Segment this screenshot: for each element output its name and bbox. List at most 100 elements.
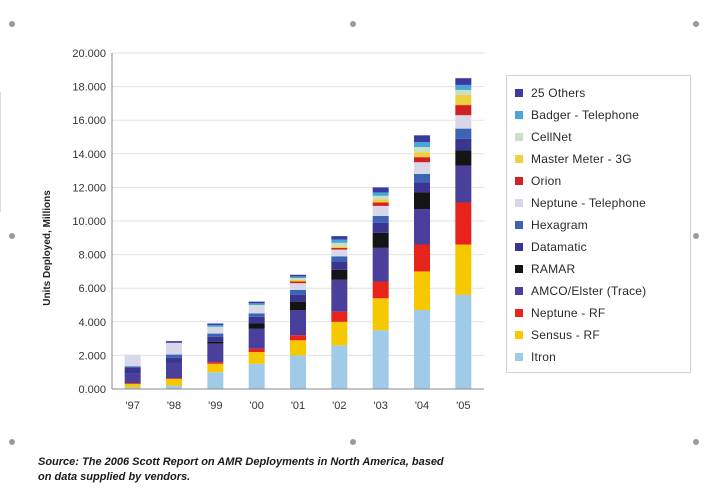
bar-segment-datamatic [455, 138, 472, 151]
bar-segment-25-others [207, 323, 224, 326]
bar-segment-neptune-telephone [455, 115, 472, 129]
legend-item: CellNet [515, 126, 690, 148]
bar-segment-neptune-rf [372, 281, 389, 299]
selection-handle-middle-right[interactable] [693, 233, 699, 239]
bar-segment-sensus-rf [372, 298, 389, 331]
selection-handle-bottom-middle[interactable] [350, 439, 356, 445]
bar-segment-badger-telephone [331, 239, 348, 243]
bar-segment-itron [207, 372, 224, 389]
legend-swatch [515, 133, 523, 141]
bar-segment-neptune-rf [331, 311, 348, 322]
bar-segment-neptune-rf [414, 244, 430, 272]
selection-handle-top-left[interactable] [9, 21, 15, 27]
bar-segment-orion [331, 247, 348, 250]
bar-segment-badger-telephone [248, 303, 265, 305]
bar-segment-cellnet [455, 89, 472, 95]
legend-item: RAMAR [515, 258, 690, 280]
bar-segment-itron [290, 355, 306, 389]
bar-segment-hexagram [331, 256, 348, 262]
bar-segment-neptune-telephone [248, 306, 265, 314]
legend-swatch [515, 353, 523, 361]
bar-segment-orion [455, 105, 472, 116]
bar-segment-datamatic [166, 357, 182, 363]
bar-segment-25-others [331, 236, 348, 240]
y-axis-label: Units Deployed, Millions [42, 190, 53, 306]
bar-segment-hexagram [290, 289, 306, 295]
bar-segment-amco-elster-trace [290, 310, 306, 336]
bar-segment-sensus-rf [248, 352, 265, 364]
bar-segment-cellnet [207, 326, 224, 329]
bar-segment-badger-telephone [414, 142, 430, 148]
legend-item: Orion [515, 170, 690, 192]
bar-segment-ramar [455, 150, 472, 166]
bar-segment-datamatic [207, 336, 224, 342]
bar-segment-ramar [372, 232, 389, 248]
y-tick-label: 2.000 [78, 350, 106, 362]
bar-segment-neptune-rf [166, 378, 182, 379]
bar-segment-sensus-rf [124, 383, 141, 388]
bar-segment-sensus-rf [290, 340, 306, 356]
legend-label: Itron [531, 350, 557, 364]
bar-segment-amco-elster-trace [331, 279, 348, 312]
legend-label: Neptune - RF [531, 306, 606, 320]
bar-segment-neptune-rf [248, 348, 265, 353]
legend-label: Sensus - RF [531, 328, 600, 342]
bar-segment-master-meter-3g [372, 199, 389, 203]
bar-segment-itron [248, 363, 265, 389]
x-tick-label: '99 [208, 400, 222, 412]
selection-handle-bottom-left[interactable] [9, 439, 15, 445]
bar-segment-sensus-rf [207, 363, 224, 373]
bar-segment-sensus-rf [455, 244, 472, 295]
bar-segment-badger-telephone [372, 192, 389, 196]
bar-segment-master-meter-3g [290, 279, 306, 282]
legend-item: Sensus - RF [515, 324, 690, 346]
selection-handle-top-middle[interactable] [350, 21, 356, 27]
selection-handle-bottom-right[interactable] [693, 439, 699, 445]
bar-segment-hexagram [207, 333, 224, 337]
x-tick-label: '98 [167, 400, 181, 412]
bar-segment-ramar [331, 269, 348, 280]
chart-legend: 25 Others Badger - Telephone CellNet Master… [506, 75, 691, 373]
y-tick-label: 14.000 [72, 149, 106, 161]
bar-segment-cellnet [331, 242, 348, 247]
bar-segment-neptune-telephone [290, 283, 306, 290]
bar-segment-itron [414, 310, 430, 389]
bar-segment-amco-elster-trace [372, 247, 389, 282]
x-tick-label: '00 [249, 400, 263, 412]
y-tick-label: 16.000 [72, 115, 106, 127]
legend-swatch [515, 111, 523, 119]
legend-swatch [515, 221, 523, 229]
bar-segment-ramar [207, 341, 224, 344]
legend-swatch [515, 309, 523, 317]
bar-segment-itron [372, 330, 389, 389]
legend-label: AMCO/Elster (Trace) [531, 284, 647, 298]
bar-segment-amco-elster-trace [414, 209, 430, 245]
bar-segment-ramar [290, 301, 306, 311]
bar-segment-hexagram [124, 366, 141, 368]
selection-handle-top-right[interactable] [693, 21, 699, 27]
bar-segment-hexagram [414, 173, 430, 183]
y-tick-label: 12.000 [72, 182, 106, 194]
legend-label: Neptune - Telephone [531, 196, 646, 210]
selection-handle-middle-left[interactable] [9, 233, 15, 239]
legend-swatch [515, 155, 523, 163]
legend-item: Neptune - Telephone [515, 192, 690, 214]
bar-segment-hexagram [166, 354, 182, 358]
bar-segment-neptune-rf [290, 335, 306, 341]
bar-segment-orion [372, 202, 389, 206]
bar-segment-amco-elster-trace [248, 328, 265, 349]
legend-swatch [515, 287, 523, 295]
bar-segment-neptune-rf [124, 383, 141, 384]
bar-segment-neptune-rf [455, 202, 472, 245]
legend-label: 25 Others [531, 86, 586, 100]
legend-item: Badger - Telephone [515, 104, 690, 126]
bar-segment-neptune-telephone [207, 328, 224, 334]
bar-segment-25-others [372, 187, 389, 193]
bar-segment-sensus-rf [414, 271, 430, 311]
bar-segment-neptune-telephone [372, 205, 389, 216]
bar-segment-badger-telephone [207, 325, 224, 327]
x-tick-label: '05 [456, 400, 470, 412]
bar-segment-hexagram [248, 313, 265, 317]
bar-segment-cellnet [248, 305, 265, 307]
